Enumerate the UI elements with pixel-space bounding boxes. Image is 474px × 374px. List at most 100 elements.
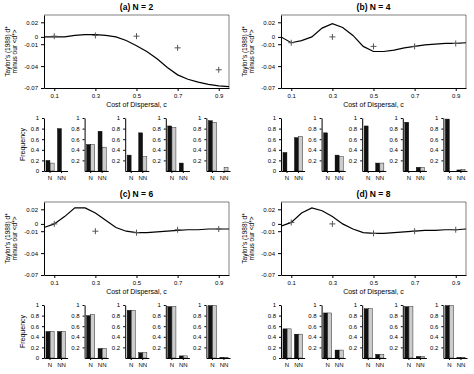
bar xyxy=(283,329,287,358)
tick: NN xyxy=(138,171,147,181)
tick: N xyxy=(170,171,174,181)
tick-mark xyxy=(279,358,281,359)
tick-label: 0.6 xyxy=(268,324,277,330)
tick: 0.8 xyxy=(193,313,206,319)
tick-label: 0.4 xyxy=(308,147,317,153)
axis: 0.20.40.60.81 xyxy=(193,302,207,358)
tick: 1 xyxy=(313,115,321,121)
tick-mark xyxy=(279,316,281,317)
tick-mark xyxy=(219,88,220,91)
tick-label: 0.4 xyxy=(389,147,398,153)
tick: 0.4 xyxy=(193,334,206,340)
tick-label: 0.4 xyxy=(389,334,398,340)
tick-mark xyxy=(102,358,103,360)
tick-mark xyxy=(401,118,403,119)
tick-label: 0.2 xyxy=(389,158,398,164)
line-panel: 0.10.30.50.70.90.020-0.01-0.04-0.07(d) N… xyxy=(241,189,467,296)
tick-mark xyxy=(83,139,85,140)
axis: NNN xyxy=(403,171,427,181)
tick-label: 0.4 xyxy=(193,147,202,153)
bar-panel: NNN0.20.40.60.81 xyxy=(112,115,149,181)
tick-label: 0.02 xyxy=(263,20,275,26)
tick-label: 0.2 xyxy=(308,345,317,351)
tick-mark xyxy=(83,337,85,338)
tick-mark xyxy=(278,37,281,38)
tick-mark xyxy=(164,316,166,317)
plot-area xyxy=(44,32,229,86)
tick: 0.9 xyxy=(215,275,224,286)
axis-line xyxy=(281,16,282,89)
tick-mark xyxy=(90,171,91,173)
tick-label: 0.3 xyxy=(92,280,101,286)
point xyxy=(92,32,98,38)
tick: 1 xyxy=(157,302,165,308)
tick-label: 0.7 xyxy=(174,93,183,99)
tick-label: 0.6 xyxy=(389,324,398,330)
tick-label: 0.2 xyxy=(308,158,317,164)
tick-label: 0.4 xyxy=(71,147,80,153)
axis: NNN xyxy=(207,358,231,368)
tick-mark xyxy=(204,129,206,130)
tick: N xyxy=(407,171,411,181)
plot-area xyxy=(168,126,184,171)
axis: 0.10.30.50.70.9 xyxy=(45,88,230,99)
tick-mark xyxy=(83,150,85,151)
tick-mark xyxy=(42,139,44,140)
bar xyxy=(409,171,413,172)
tick: 0.8 xyxy=(112,313,125,319)
tick-label: 0.8 xyxy=(389,313,398,319)
x-axis-label: Cost of Dispersal, c xyxy=(106,288,167,296)
tick: 0 xyxy=(36,168,44,174)
bar xyxy=(324,133,328,171)
tick: NN xyxy=(98,358,107,368)
tick-label: -0.01 xyxy=(261,42,275,48)
tick-label: 0.8 xyxy=(430,126,439,132)
tick-mark xyxy=(278,66,281,67)
axis-line xyxy=(125,119,126,172)
tick-mark xyxy=(287,358,288,360)
axis: 00.20.40.60.81 xyxy=(268,302,282,361)
bar xyxy=(172,307,176,358)
tick-mark xyxy=(279,347,281,348)
axis-line xyxy=(403,119,404,172)
tick: 0.3 xyxy=(329,88,338,99)
bar xyxy=(131,310,135,358)
axis-line xyxy=(207,358,231,359)
bar xyxy=(224,167,228,171)
axis-line xyxy=(45,171,69,172)
tick-label: 1 xyxy=(394,115,398,121)
tick: 0.02 xyxy=(263,20,281,26)
tick: -0.04 xyxy=(261,64,281,70)
tick-label: 0.4 xyxy=(71,334,80,340)
tick: 0.5 xyxy=(133,275,142,286)
axis: NNN xyxy=(45,358,69,368)
tick: 0.8 xyxy=(112,126,125,132)
tick: 1 xyxy=(117,302,125,308)
tick: NN xyxy=(457,358,466,368)
tick-mark xyxy=(131,171,132,173)
tick-mark xyxy=(278,22,281,23)
bar-panel: NNN0.20.40.60.81 xyxy=(193,302,230,368)
tick-label: -0.01 xyxy=(24,229,38,235)
tick: NN xyxy=(335,171,344,181)
tick-label: 0.8 xyxy=(268,313,277,319)
bar xyxy=(168,307,172,358)
tick: NN xyxy=(57,358,66,368)
tick: 0.4 xyxy=(112,334,125,340)
point xyxy=(371,230,377,236)
tick-mark xyxy=(41,231,44,232)
tick-mark xyxy=(123,160,125,161)
tick: 0.6 xyxy=(112,324,125,330)
tick-mark xyxy=(360,118,362,119)
tick-mark xyxy=(204,337,206,338)
tick-mark xyxy=(204,150,206,151)
tick: NN xyxy=(57,171,66,181)
tick: NN xyxy=(294,171,303,181)
tick-label: 1 xyxy=(273,302,277,308)
tick-label: 1 xyxy=(157,115,161,121)
tick-label: 0.6 xyxy=(308,324,317,330)
axis-line xyxy=(85,306,86,359)
tick-label: N xyxy=(129,175,133,181)
tick-mark xyxy=(449,358,450,360)
tick: 0.2 xyxy=(31,158,44,164)
